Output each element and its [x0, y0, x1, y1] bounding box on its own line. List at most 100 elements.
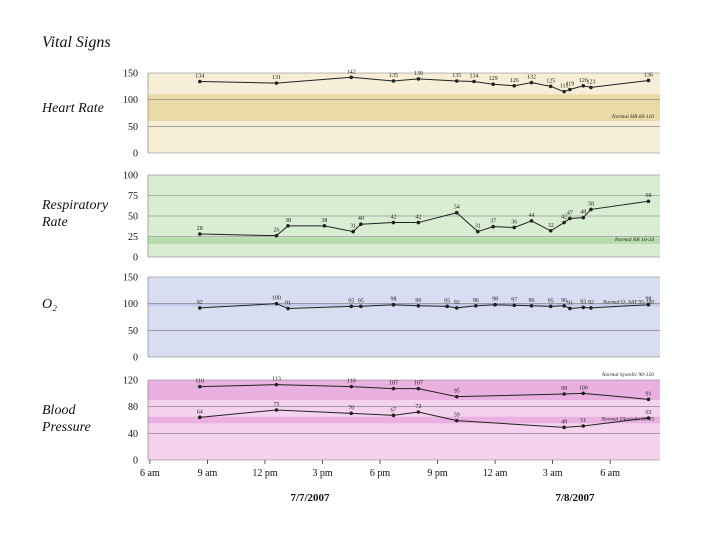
- data-point: [416, 77, 421, 81]
- data-point: [391, 386, 396, 391]
- data-label: 96: [529, 298, 535, 304]
- data-point: [391, 413, 396, 418]
- data-label: 75: [273, 402, 279, 408]
- data-point: [274, 233, 279, 238]
- data-point: [197, 306, 202, 310]
- data-label: 95: [348, 298, 354, 304]
- data-label: 129: [489, 76, 498, 82]
- data-label: 95: [454, 389, 460, 395]
- data-label: 48: [580, 210, 586, 216]
- data-point: [589, 207, 593, 212]
- data-label: 110: [195, 379, 204, 385]
- normal-label: Normal Diastolic 55-65: [600, 416, 654, 422]
- panel-title: Blood Pressure: [42, 403, 91, 435]
- x-tick-label: 6 pm: [370, 468, 391, 479]
- data-label: 92: [197, 300, 203, 306]
- x-tick-label: 12 am: [483, 468, 508, 479]
- data-point: [349, 411, 354, 416]
- x-tick-label: 9 pm: [427, 468, 448, 479]
- data-label: 107: [389, 381, 398, 387]
- data-label: 97: [511, 297, 517, 303]
- y-tick-label: 50: [128, 212, 138, 223]
- data-label: 95: [548, 298, 554, 304]
- panel-title: Respiratory Rate: [42, 198, 109, 230]
- data-label: 42: [561, 215, 567, 221]
- data-point: [589, 306, 593, 310]
- page-title: Vital Signs: [42, 34, 111, 51]
- y-tick-label: 50: [128, 122, 138, 133]
- data-label: 68: [645, 193, 651, 199]
- data-point: [581, 215, 586, 220]
- y-tick-label: 50: [128, 326, 138, 337]
- data-point: [512, 303, 517, 308]
- data-label: 37: [490, 219, 496, 225]
- data-label: 134: [195, 74, 204, 80]
- normal-label: Normal Systolic 90-150: [601, 372, 654, 378]
- data-label: 96: [473, 298, 479, 304]
- data-label: 125: [546, 78, 555, 84]
- data-point: [286, 224, 290, 228]
- data-point: [646, 199, 651, 204]
- data-label: 47: [567, 210, 573, 216]
- data-point: [197, 384, 202, 389]
- data-point: [562, 392, 566, 396]
- data-point: [512, 225, 517, 230]
- data-point: [562, 425, 566, 430]
- data-point: [476, 229, 480, 234]
- y-tick-label: 100: [123, 95, 138, 106]
- data-point: [274, 301, 279, 306]
- data-point: [349, 384, 354, 389]
- data-point: [454, 210, 459, 215]
- data-label: 42: [415, 215, 421, 221]
- data-point: [529, 304, 534, 308]
- y-tick-label: 0: [133, 456, 138, 467]
- data-point: [454, 394, 459, 399]
- data-point: [493, 302, 497, 307]
- data-label: 126: [510, 78, 519, 84]
- data-label: 96: [561, 298, 567, 304]
- data-point: [562, 220, 566, 225]
- data-label: 58: [588, 201, 594, 207]
- data-point: [646, 302, 651, 307]
- data-label: 38: [321, 218, 327, 224]
- normal-label: Normal RR 16-24: [614, 236, 654, 243]
- data-label: 42: [390, 215, 396, 221]
- data-label: 135: [389, 73, 398, 79]
- y-tick-label: 150: [123, 69, 138, 80]
- data-label: 107: [414, 381, 423, 387]
- y-tick-label: 75: [128, 191, 138, 202]
- y-tick-label: 120: [123, 376, 138, 387]
- data-point: [416, 220, 421, 225]
- data-label: 100: [579, 385, 588, 391]
- y-tick-label: 40: [128, 429, 138, 440]
- data-point: [359, 222, 363, 226]
- data-point: [197, 232, 202, 236]
- x-tick-label: 6 am: [600, 468, 620, 479]
- data-point: [474, 304, 478, 308]
- data-label: 49: [561, 419, 567, 425]
- data-point: [454, 306, 459, 310]
- data-label: 100: [272, 296, 281, 302]
- data-point: [562, 304, 566, 308]
- data-label: 59: [454, 413, 460, 419]
- data-point: [548, 84, 553, 89]
- data-label: 96: [415, 298, 421, 304]
- data-label: 115: [560, 84, 569, 90]
- data-point: [512, 84, 517, 88]
- data-label: 95: [444, 298, 450, 304]
- x-tick-label: 3 am: [543, 468, 563, 479]
- panel-background: [148, 277, 660, 357]
- data-label: 113: [272, 377, 281, 383]
- data-label: 51: [580, 418, 586, 424]
- data-point: [391, 220, 396, 225]
- data-label: 72: [415, 404, 421, 410]
- data-point: [445, 304, 449, 309]
- data-label: 134: [469, 74, 478, 80]
- data-label: 44: [529, 213, 535, 219]
- data-label: 31: [475, 224, 481, 230]
- data-label: 132: [527, 75, 536, 81]
- data-label: 28: [197, 226, 203, 232]
- data-label: 91: [567, 300, 573, 306]
- data-label: 92: [454, 300, 460, 306]
